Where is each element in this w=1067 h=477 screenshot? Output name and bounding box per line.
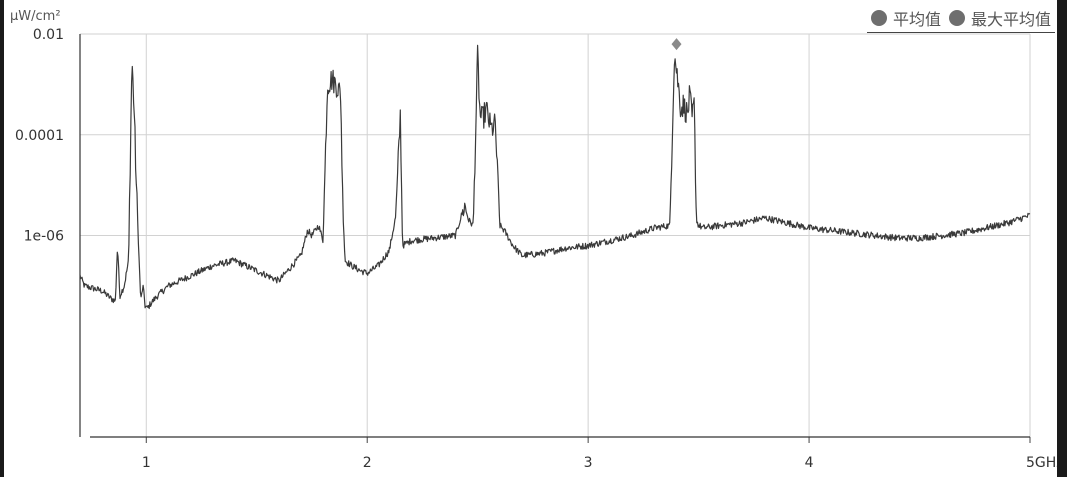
legend: 平均值 最大平均值	[866, 6, 1055, 33]
annotations-group	[671, 38, 682, 51]
axes	[79, 34, 1031, 443]
x-tick-label: 3	[584, 455, 593, 471]
legend-item-max-average[interactable]: 最大平均值	[948, 6, 1051, 30]
legend-dot-icon	[870, 10, 887, 26]
x-tick-label: 4	[805, 455, 814, 471]
legend-label-max-average: 最大平均值	[970, 10, 1051, 29]
y-tick-label: 1e-06	[24, 229, 64, 245]
x-tick-label: 2	[363, 455, 372, 471]
y-axis-unit-label: µW/cm²	[10, 9, 61, 24]
y-tick-label: 0.0001	[15, 128, 64, 144]
legend-label-average: 平均值	[892, 10, 941, 29]
series-line-0	[79, 44, 1031, 310]
y-tick-label: 0.01	[33, 27, 64, 43]
x-tick-label: 1	[142, 455, 151, 471]
legend-dot-icon	[948, 10, 965, 26]
y-tick-labels: 0.01 0.0001 1e-06	[15, 27, 64, 245]
grid	[80, 33, 1031, 437]
series-group	[79, 44, 1031, 310]
x-tick-labels: 1 2 3 4 5GHz	[142, 455, 1064, 471]
legend-item-average[interactable]: 平均值	[870, 6, 941, 30]
x-tick-label: 5GHz	[1026, 455, 1064, 471]
peak-marker-icon	[671, 38, 682, 51]
